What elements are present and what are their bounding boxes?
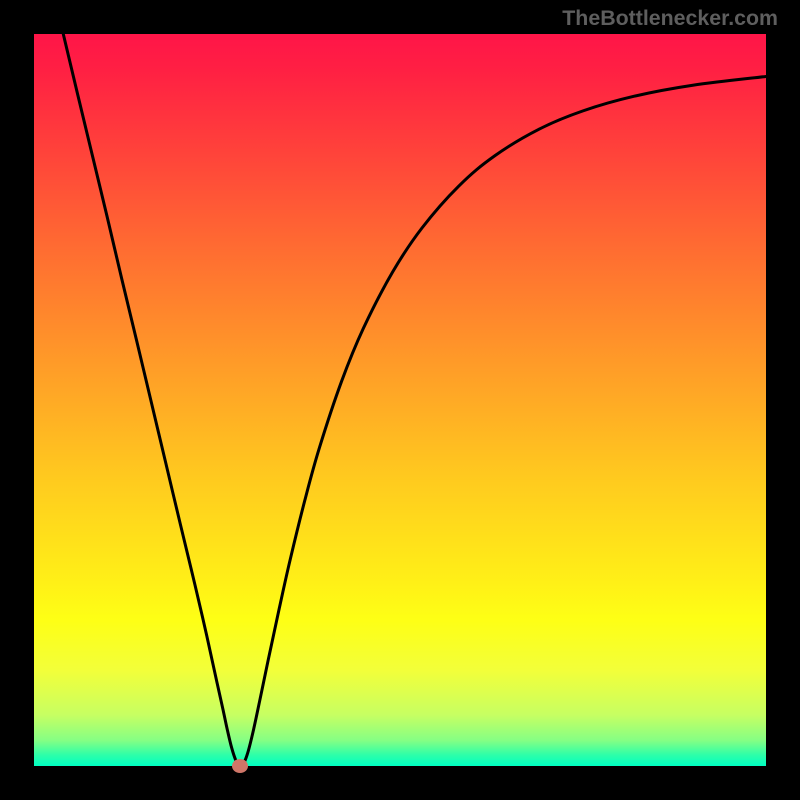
minimum-marker [232, 759, 248, 773]
bottleneck-curve [34, 34, 766, 766]
attribution-text: TheBottlenecker.com [562, 6, 778, 31]
plot-area [34, 34, 766, 766]
chart-frame: TheBottlenecker.com [0, 0, 800, 800]
